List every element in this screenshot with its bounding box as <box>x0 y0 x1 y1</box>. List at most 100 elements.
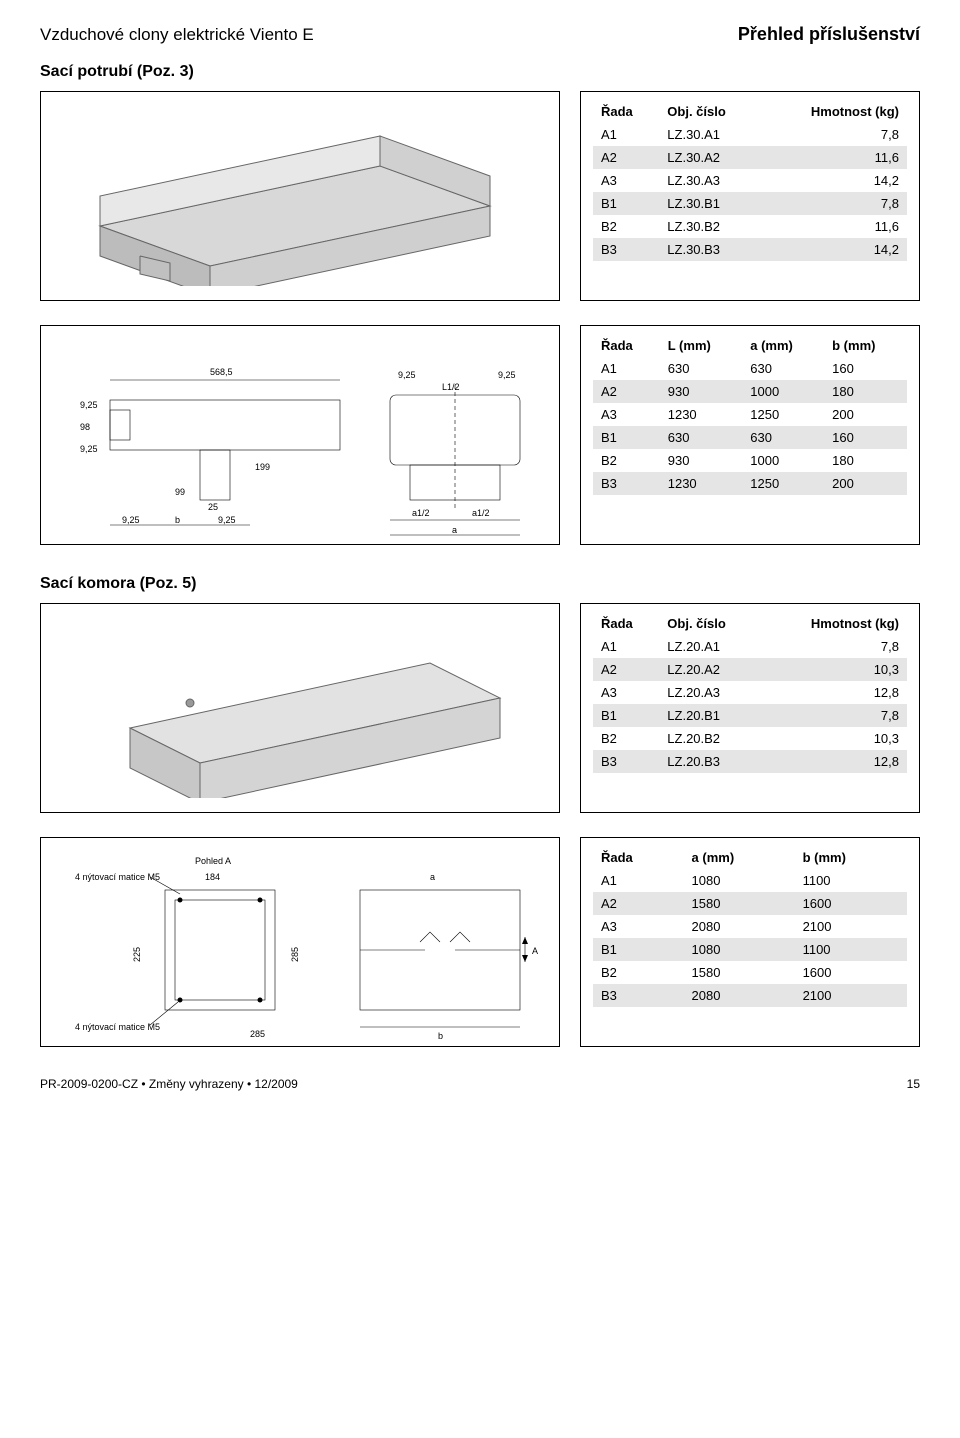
table-cell: A1 <box>593 123 659 146</box>
table-cell: 14,2 <box>763 238 907 261</box>
table-cell: A2 <box>593 892 684 915</box>
th-L: L (mm) <box>660 334 743 357</box>
lbl-a: a <box>452 525 457 535</box>
table-cell: 1600 <box>795 892 907 915</box>
table-cell: 630 <box>660 426 743 449</box>
lbl-925b: 9,25 <box>80 444 98 454</box>
th2d-rada: Řada <box>593 846 684 869</box>
table-cell: B2 <box>593 961 684 984</box>
page-header: Vzduchové clony elektrické Viento E Přeh… <box>40 24 920 45</box>
table-cell: LZ.20.B3 <box>659 750 762 773</box>
table-cell: 630 <box>742 426 824 449</box>
table-row: B29301000180 <box>593 449 907 472</box>
lbl-925f: 9,25 <box>498 370 516 380</box>
table-row: B3LZ.30.B314,2 <box>593 238 907 261</box>
lbl-568: 568,5 <box>210 367 233 377</box>
th-rada2: Řada <box>593 334 660 357</box>
table-row: B1630630160 <box>593 426 907 449</box>
table-cell: A1 <box>593 869 684 892</box>
th2-rada: Řada <box>593 612 659 635</box>
page-footer: PR-2009-0200-CZ • Změny vyhrazeny • 12/2… <box>40 1077 920 1091</box>
th2-obj: Obj. číslo <box>659 612 762 635</box>
table-cell: B1 <box>593 426 660 449</box>
table-row: A215801600 <box>593 892 907 915</box>
section2-dim-table: Řada a (mm) b (mm) A110801100A215801600A… <box>580 837 920 1047</box>
lbl-225: 225 <box>132 947 142 962</box>
table-row: A110801100 <box>593 869 907 892</box>
table-cell: B3 <box>593 238 659 261</box>
th2d-b: b (mm) <box>795 846 907 869</box>
table-cell: 10,3 <box>763 658 907 681</box>
lbl-b: b <box>175 515 180 525</box>
table-cell: B1 <box>593 192 659 215</box>
table-cell: 1080 <box>684 869 795 892</box>
table-cell: A3 <box>593 169 659 192</box>
table-cell: B3 <box>593 984 684 1007</box>
table-cell: B2 <box>593 449 660 472</box>
table-cell: 180 <box>824 380 907 403</box>
section2-weight-table: Řada Obj. číslo Hmotnost (kg) A1LZ.20.A1… <box>580 603 920 813</box>
th2d-a: a (mm) <box>684 846 795 869</box>
table-cell: LZ.30.B3 <box>659 238 762 261</box>
table-cell: 1000 <box>742 380 824 403</box>
th-a: a (mm) <box>742 334 824 357</box>
table-cell: LZ.20.A3 <box>659 681 762 704</box>
table-cell: 1580 <box>684 961 795 984</box>
table-row: B320802100 <box>593 984 907 1007</box>
table-cell: 1100 <box>795 938 907 961</box>
section1-title: Sací potrubí (Poz. 3) <box>40 63 920 81</box>
lbl-25: 25 <box>208 502 218 512</box>
table-row: B2LZ.20.B210,3 <box>593 727 907 750</box>
th-hmot: Hmotnost (kg) <box>763 100 907 123</box>
lbl-rivet1: 4 nýtovací matice M5 <box>75 872 160 882</box>
table-cell: 1100 <box>795 869 907 892</box>
table-cell: B3 <box>593 750 659 773</box>
table-row: B2LZ.30.B211,6 <box>593 215 907 238</box>
table-cell: 1000 <box>742 449 824 472</box>
lbl-285a: 285 <box>290 947 300 962</box>
table-cell: LZ.30.B2 <box>659 215 762 238</box>
table-cell: A2 <box>593 658 659 681</box>
table-row: A1LZ.20.A17,8 <box>593 635 907 658</box>
table-cell: 12,8 <box>763 681 907 704</box>
th-b: b (mm) <box>824 334 907 357</box>
table-cell: B3 <box>593 472 660 495</box>
table-cell: LZ.30.B1 <box>659 192 762 215</box>
section1-weight-table: Řada Obj. číslo Hmotnost (kg) A1LZ.30.A1… <box>580 91 920 301</box>
table-row: B312301250200 <box>593 472 907 495</box>
table-row: B1LZ.30.B17,8 <box>593 192 907 215</box>
table-cell: 2100 <box>795 915 907 938</box>
section1-iso-drawing <box>40 91 560 301</box>
table-cell: 10,3 <box>763 727 907 750</box>
table-row: B110801100 <box>593 938 907 961</box>
table-cell: 200 <box>824 403 907 426</box>
table-row: A1LZ.30.A17,8 <box>593 123 907 146</box>
table-cell: 7,8 <box>763 192 907 215</box>
table-cell: 12,8 <box>763 750 907 773</box>
footer-left: PR-2009-0200-CZ • Změny vyhrazeny • 12/2… <box>40 1077 298 1091</box>
table-cell: 1250 <box>742 403 824 426</box>
table-cell: LZ.30.A1 <box>659 123 762 146</box>
table-cell: LZ.20.A2 <box>659 658 762 681</box>
lbl-ahalf1: a1/2 <box>412 508 430 518</box>
table-row: A320802100 <box>593 915 907 938</box>
lbl-lhalf: L1/2 <box>442 382 460 392</box>
lbl-925e: 9,25 <box>398 370 416 380</box>
table-cell: 1080 <box>684 938 795 961</box>
th-rada: Řada <box>593 100 659 123</box>
th2-hmot: Hmotnost (kg) <box>763 612 907 635</box>
table-cell: B2 <box>593 727 659 750</box>
table-cell: B1 <box>593 938 684 961</box>
table-row: A1630630160 <box>593 357 907 380</box>
table-cell: 7,8 <box>763 123 907 146</box>
table-cell: A3 <box>593 915 684 938</box>
header-left: Vzduchové clony elektrické Viento E <box>40 25 314 45</box>
table-cell: 1250 <box>742 472 824 495</box>
table-cell: 930 <box>660 449 743 472</box>
lbl-ahalf2: a1/2 <box>472 508 490 518</box>
table-row: A3LZ.20.A312,8 <box>593 681 907 704</box>
table-cell: 1230 <box>660 472 743 495</box>
table-cell: LZ.30.A2 <box>659 146 762 169</box>
table-cell: 1600 <box>795 961 907 984</box>
lbl-99: 99 <box>175 487 185 497</box>
